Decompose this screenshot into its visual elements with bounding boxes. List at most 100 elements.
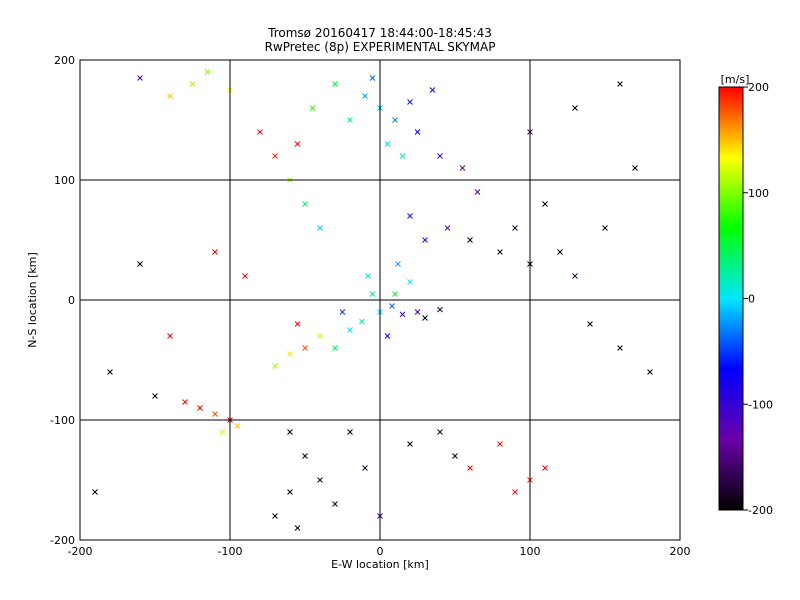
data-point xyxy=(332,345,338,351)
data-point xyxy=(474,189,481,195)
data-point xyxy=(257,129,263,135)
data-point xyxy=(317,477,323,483)
data-point xyxy=(632,165,638,171)
data-point xyxy=(399,153,406,159)
data-point xyxy=(332,81,338,87)
data-point xyxy=(167,333,173,339)
data-point xyxy=(107,369,113,375)
data-point xyxy=(197,405,203,411)
data-point xyxy=(204,69,211,75)
data-point xyxy=(422,315,428,321)
data-point xyxy=(437,306,443,313)
data-point xyxy=(572,273,578,279)
data-point xyxy=(437,429,443,435)
y-axis-ticks: -200 -100 0 100 200 xyxy=(50,54,75,547)
data-point xyxy=(359,318,365,325)
data-point xyxy=(362,465,368,471)
data-point xyxy=(369,75,376,81)
data-point xyxy=(92,489,98,495)
data-point xyxy=(272,153,278,159)
data-point xyxy=(287,351,293,357)
colorbar-ticks: 200 100 0 -100 -200 xyxy=(743,81,773,517)
data-point xyxy=(287,429,293,435)
data-point xyxy=(497,249,503,255)
data-point xyxy=(602,225,608,231)
scatter-points xyxy=(92,69,653,531)
data-point xyxy=(542,465,548,471)
data-point xyxy=(392,291,398,297)
data-point xyxy=(362,93,368,99)
data-point xyxy=(365,273,371,279)
data-point xyxy=(212,249,218,255)
data-point xyxy=(309,105,316,111)
chart-title: Tromsø 20160417 18:44:00-18:45:43 xyxy=(267,26,492,40)
data-point xyxy=(347,117,353,123)
colorbar-label: [m/s] xyxy=(721,73,750,86)
data-point xyxy=(444,225,451,231)
data-point xyxy=(384,333,391,339)
data-point xyxy=(137,75,143,81)
data-point xyxy=(317,225,323,231)
data-point xyxy=(347,327,353,333)
data-point xyxy=(332,501,338,507)
data-point xyxy=(294,321,301,327)
colorbar-tick-label: 0 xyxy=(748,293,755,306)
data-point xyxy=(395,261,401,267)
chart-subtitle: RwPretec (8p) EXPERIMENTAL SKYMAP xyxy=(265,40,496,54)
data-point xyxy=(384,141,391,147)
data-point xyxy=(189,81,196,87)
x-tick-label: 0 xyxy=(377,545,384,558)
y-tick-label: -100 xyxy=(50,414,75,427)
colorbar-tick-label: -100 xyxy=(748,398,773,411)
data-point xyxy=(287,489,293,495)
data-point xyxy=(407,99,413,105)
data-point xyxy=(272,513,278,519)
colorbar xyxy=(718,86,744,511)
grid-lines xyxy=(80,60,680,540)
colorbar-tick-label: 200 xyxy=(748,81,769,94)
colorbar-tick-label: 100 xyxy=(748,187,769,200)
x-tick-label: 200 xyxy=(670,545,691,558)
data-point xyxy=(219,429,226,435)
data-point xyxy=(407,279,413,285)
x-tick-label: -100 xyxy=(218,545,243,558)
data-point xyxy=(467,237,473,243)
data-point xyxy=(557,249,563,255)
data-point xyxy=(369,291,376,297)
data-point xyxy=(512,225,518,231)
data-point xyxy=(234,423,241,429)
data-point xyxy=(302,453,308,459)
data-point xyxy=(542,201,548,207)
data-point xyxy=(167,93,173,99)
data-point xyxy=(302,345,308,351)
data-point xyxy=(452,453,458,459)
data-point xyxy=(302,201,308,207)
y-tick-label: 0 xyxy=(68,294,75,307)
data-point xyxy=(339,309,346,315)
colorbar-tick-label: -200 xyxy=(748,504,773,517)
x-tick-label: -200 xyxy=(68,545,93,558)
plot-frame xyxy=(79,59,681,541)
data-point xyxy=(242,273,248,279)
data-point xyxy=(422,237,428,243)
data-point xyxy=(212,411,218,417)
x-tick-label: 100 xyxy=(520,545,541,558)
data-point xyxy=(512,489,518,495)
data-point xyxy=(587,321,593,327)
data-point xyxy=(429,87,436,93)
data-point xyxy=(399,311,406,318)
data-point xyxy=(294,141,301,147)
data-point xyxy=(392,117,398,123)
y-tick-label: -200 xyxy=(50,534,75,547)
x-axis-label: E-W location [km] xyxy=(331,558,429,571)
y-tick-label: 100 xyxy=(54,174,75,187)
data-point xyxy=(407,213,413,219)
data-point xyxy=(459,165,466,171)
data-point xyxy=(182,399,188,405)
data-point xyxy=(137,261,143,267)
data-point xyxy=(389,303,395,309)
data-point xyxy=(347,429,353,435)
y-tick-label: 200 xyxy=(54,54,75,67)
data-point xyxy=(414,309,421,315)
